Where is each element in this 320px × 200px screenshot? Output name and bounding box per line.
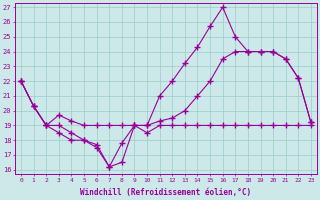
X-axis label: Windchill (Refroidissement éolien,°C): Windchill (Refroidissement éolien,°C) (80, 188, 252, 197)
